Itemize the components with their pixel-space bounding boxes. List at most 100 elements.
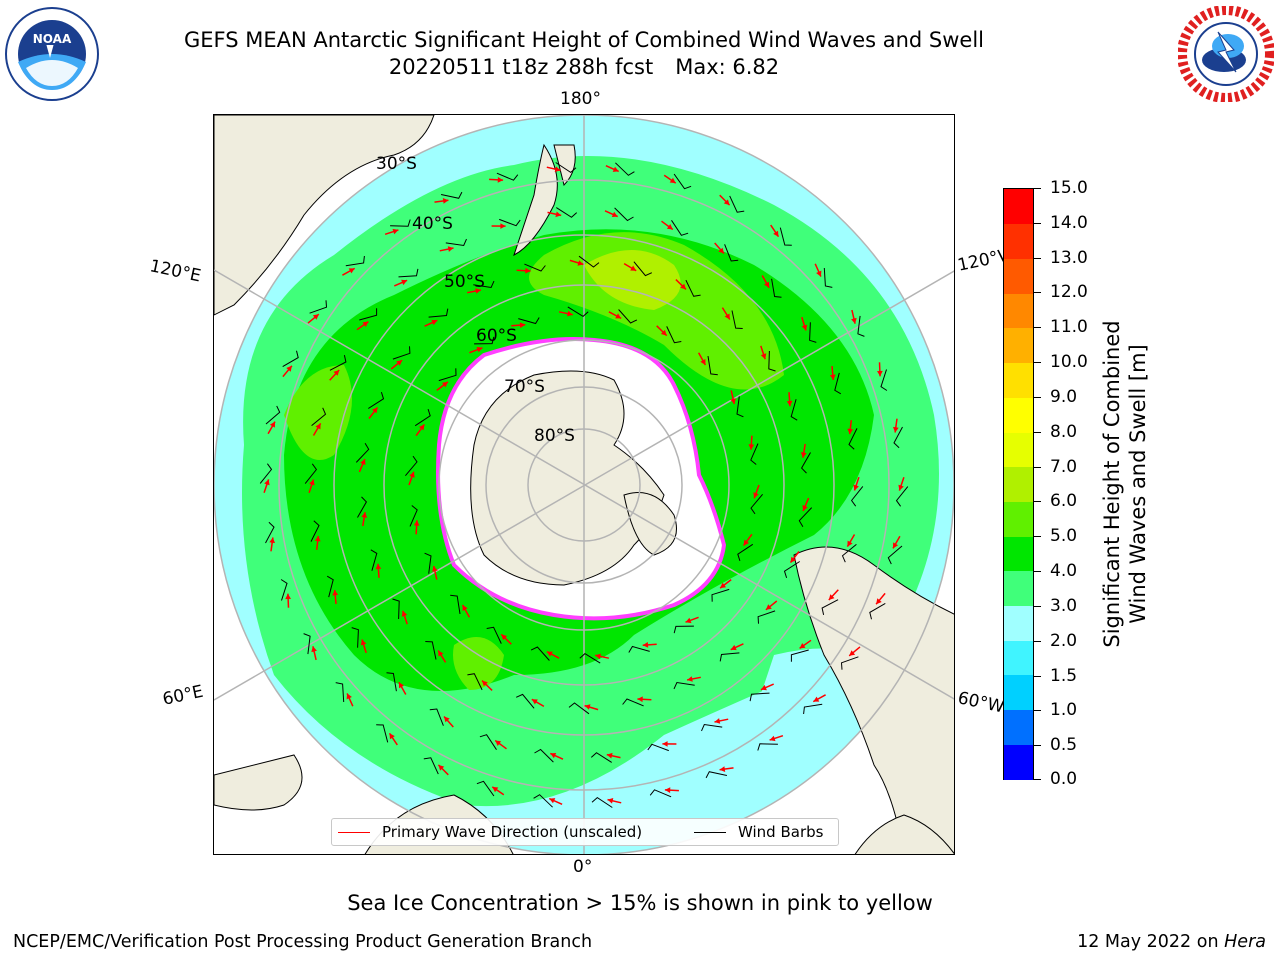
colorbar-tick-label: 10.0 (1050, 352, 1088, 373)
lat-label-60s: 60°S (476, 326, 517, 346)
colorbar-tick-label: 14.0 (1050, 212, 1088, 233)
wind-barb (840, 656, 859, 670)
wave-arrow-head (495, 740, 502, 746)
meridian-label-60w: 60°W (955, 688, 1007, 718)
wind-barb (345, 255, 365, 267)
wind-barb (841, 544, 857, 563)
wave-arrow-head (492, 786, 499, 793)
colorbar-tick-label: 15.0 (1050, 178, 1088, 198)
wind-barb (450, 594, 461, 614)
wind-barb (719, 652, 740, 662)
wind-barb (809, 322, 817, 343)
wind-barb (869, 602, 886, 620)
wave-arrow-head (790, 556, 796, 563)
max-value: Max: 6.82 (675, 55, 780, 79)
wind-barb (555, 162, 577, 174)
wind-barb (729, 195, 745, 213)
wind-barb (750, 443, 759, 465)
wave-arrow-head (409, 471, 415, 478)
wave-arrow-head (720, 582, 726, 589)
wind-barb (567, 306, 589, 318)
wind-barb (370, 549, 378, 571)
wave-arrow-head (360, 459, 366, 465)
wind-barb (736, 396, 744, 418)
colorbar-tick-mark (1034, 188, 1041, 189)
legend-label-wave: Primary Wave Direction (unscaled) (382, 823, 643, 841)
wave-arrow-head (765, 604, 772, 610)
wind-barb (757, 743, 778, 751)
wind-barb (880, 369, 888, 391)
wind-barb (392, 598, 400, 620)
wave-arrow-head (612, 166, 619, 172)
wave-arrow-head (438, 764, 445, 771)
colorbar-segment (1004, 293, 1033, 329)
meridian-label-120e: 120°E (147, 256, 203, 287)
wave-arrow-head (389, 733, 395, 740)
wave-arrow-head (269, 421, 275, 428)
wave-arrow-head (730, 644, 737, 651)
wind-barb (750, 493, 763, 515)
latitude-labels: 30°S 40°S 50°S 60°S 70°S 80°S (376, 154, 575, 446)
colorbar-segment (1004, 605, 1033, 641)
wave-arrow-head (315, 423, 321, 430)
wave-arrow-head (769, 735, 776, 742)
wave-arrow-head (372, 407, 378, 414)
colorbar-segment (1004, 362, 1033, 398)
wave-arrow-head (475, 288, 481, 294)
chart-subtitle: 20220511 t18z 288h fcst Max: 6.82 (0, 54, 1168, 80)
wave-arrow-head (664, 787, 671, 793)
wind-barb (857, 315, 865, 337)
meridian-label-180: 180° (560, 89, 601, 109)
wave-arrow-head (577, 260, 584, 266)
wave-arrow-head (567, 310, 573, 317)
wind-barb (351, 627, 359, 648)
wind-barb (850, 486, 864, 507)
legend-item-wave-direction: Primary Wave Direction (unscaled) (338, 823, 642, 841)
wave-arrow-head (519, 322, 526, 328)
colorbar-tick-mark (1034, 779, 1041, 780)
colorbar-segment (1004, 536, 1033, 572)
wind-barb (499, 218, 521, 227)
wave-arrow-head (723, 199, 730, 206)
colorbar-segment (1004, 466, 1033, 502)
wave-arrow-head (432, 566, 438, 572)
wave-arrow-head (348, 268, 355, 274)
wind-barb (438, 368, 457, 382)
wave-arrow-head (401, 279, 408, 286)
footer-branch: NCEP/EMC/Verification Post Processing Pr… (13, 932, 593, 952)
wind-barb (467, 673, 483, 691)
colorbar-segment (1004, 223, 1033, 259)
wave-arrow-head (680, 283, 686, 290)
wind-barb (533, 794, 553, 808)
wind-barb (628, 645, 650, 653)
wind-barb (486, 626, 502, 644)
wind-barb (280, 579, 288, 601)
wave-arrow-head (760, 684, 767, 691)
colorbar-tick-mark (1034, 396, 1041, 398)
colorbar-label: Significant Height of Combined Wind Wave… (1099, 274, 1151, 694)
wind-barb (783, 561, 800, 579)
colorbar-tick-label: 13.0 (1050, 247, 1088, 268)
wave-arrow-head (801, 324, 808, 331)
wave-arrow-head (362, 321, 369, 327)
lat-label-80s: 80°S (534, 426, 575, 446)
colorbar-segment (1004, 570, 1033, 607)
wind-barb (614, 207, 634, 222)
wave-arrow-head (730, 398, 736, 404)
wind-barb (671, 220, 689, 236)
colorbar-segment (1004, 189, 1033, 225)
wind-barb (568, 702, 590, 715)
wave-arrow-head (753, 492, 759, 499)
colorbar-tick-mark (1034, 501, 1041, 503)
colorbar-label-line1: Significant Height of Combined (1100, 320, 1124, 648)
wind-barb (530, 646, 550, 661)
wave-arrow-head (669, 177, 676, 184)
wind-barb (304, 463, 318, 484)
wave-arrow-head (800, 452, 807, 458)
wind-barb (473, 280, 495, 289)
wind-barb (705, 771, 728, 779)
colorbar-tick-label: 3.0 (1050, 595, 1078, 616)
map-legend: Primary Wave Direction (unscaled) Wind B… (331, 818, 839, 846)
wave-arrow-head (285, 593, 291, 600)
wave-arrow-head (714, 718, 721, 724)
